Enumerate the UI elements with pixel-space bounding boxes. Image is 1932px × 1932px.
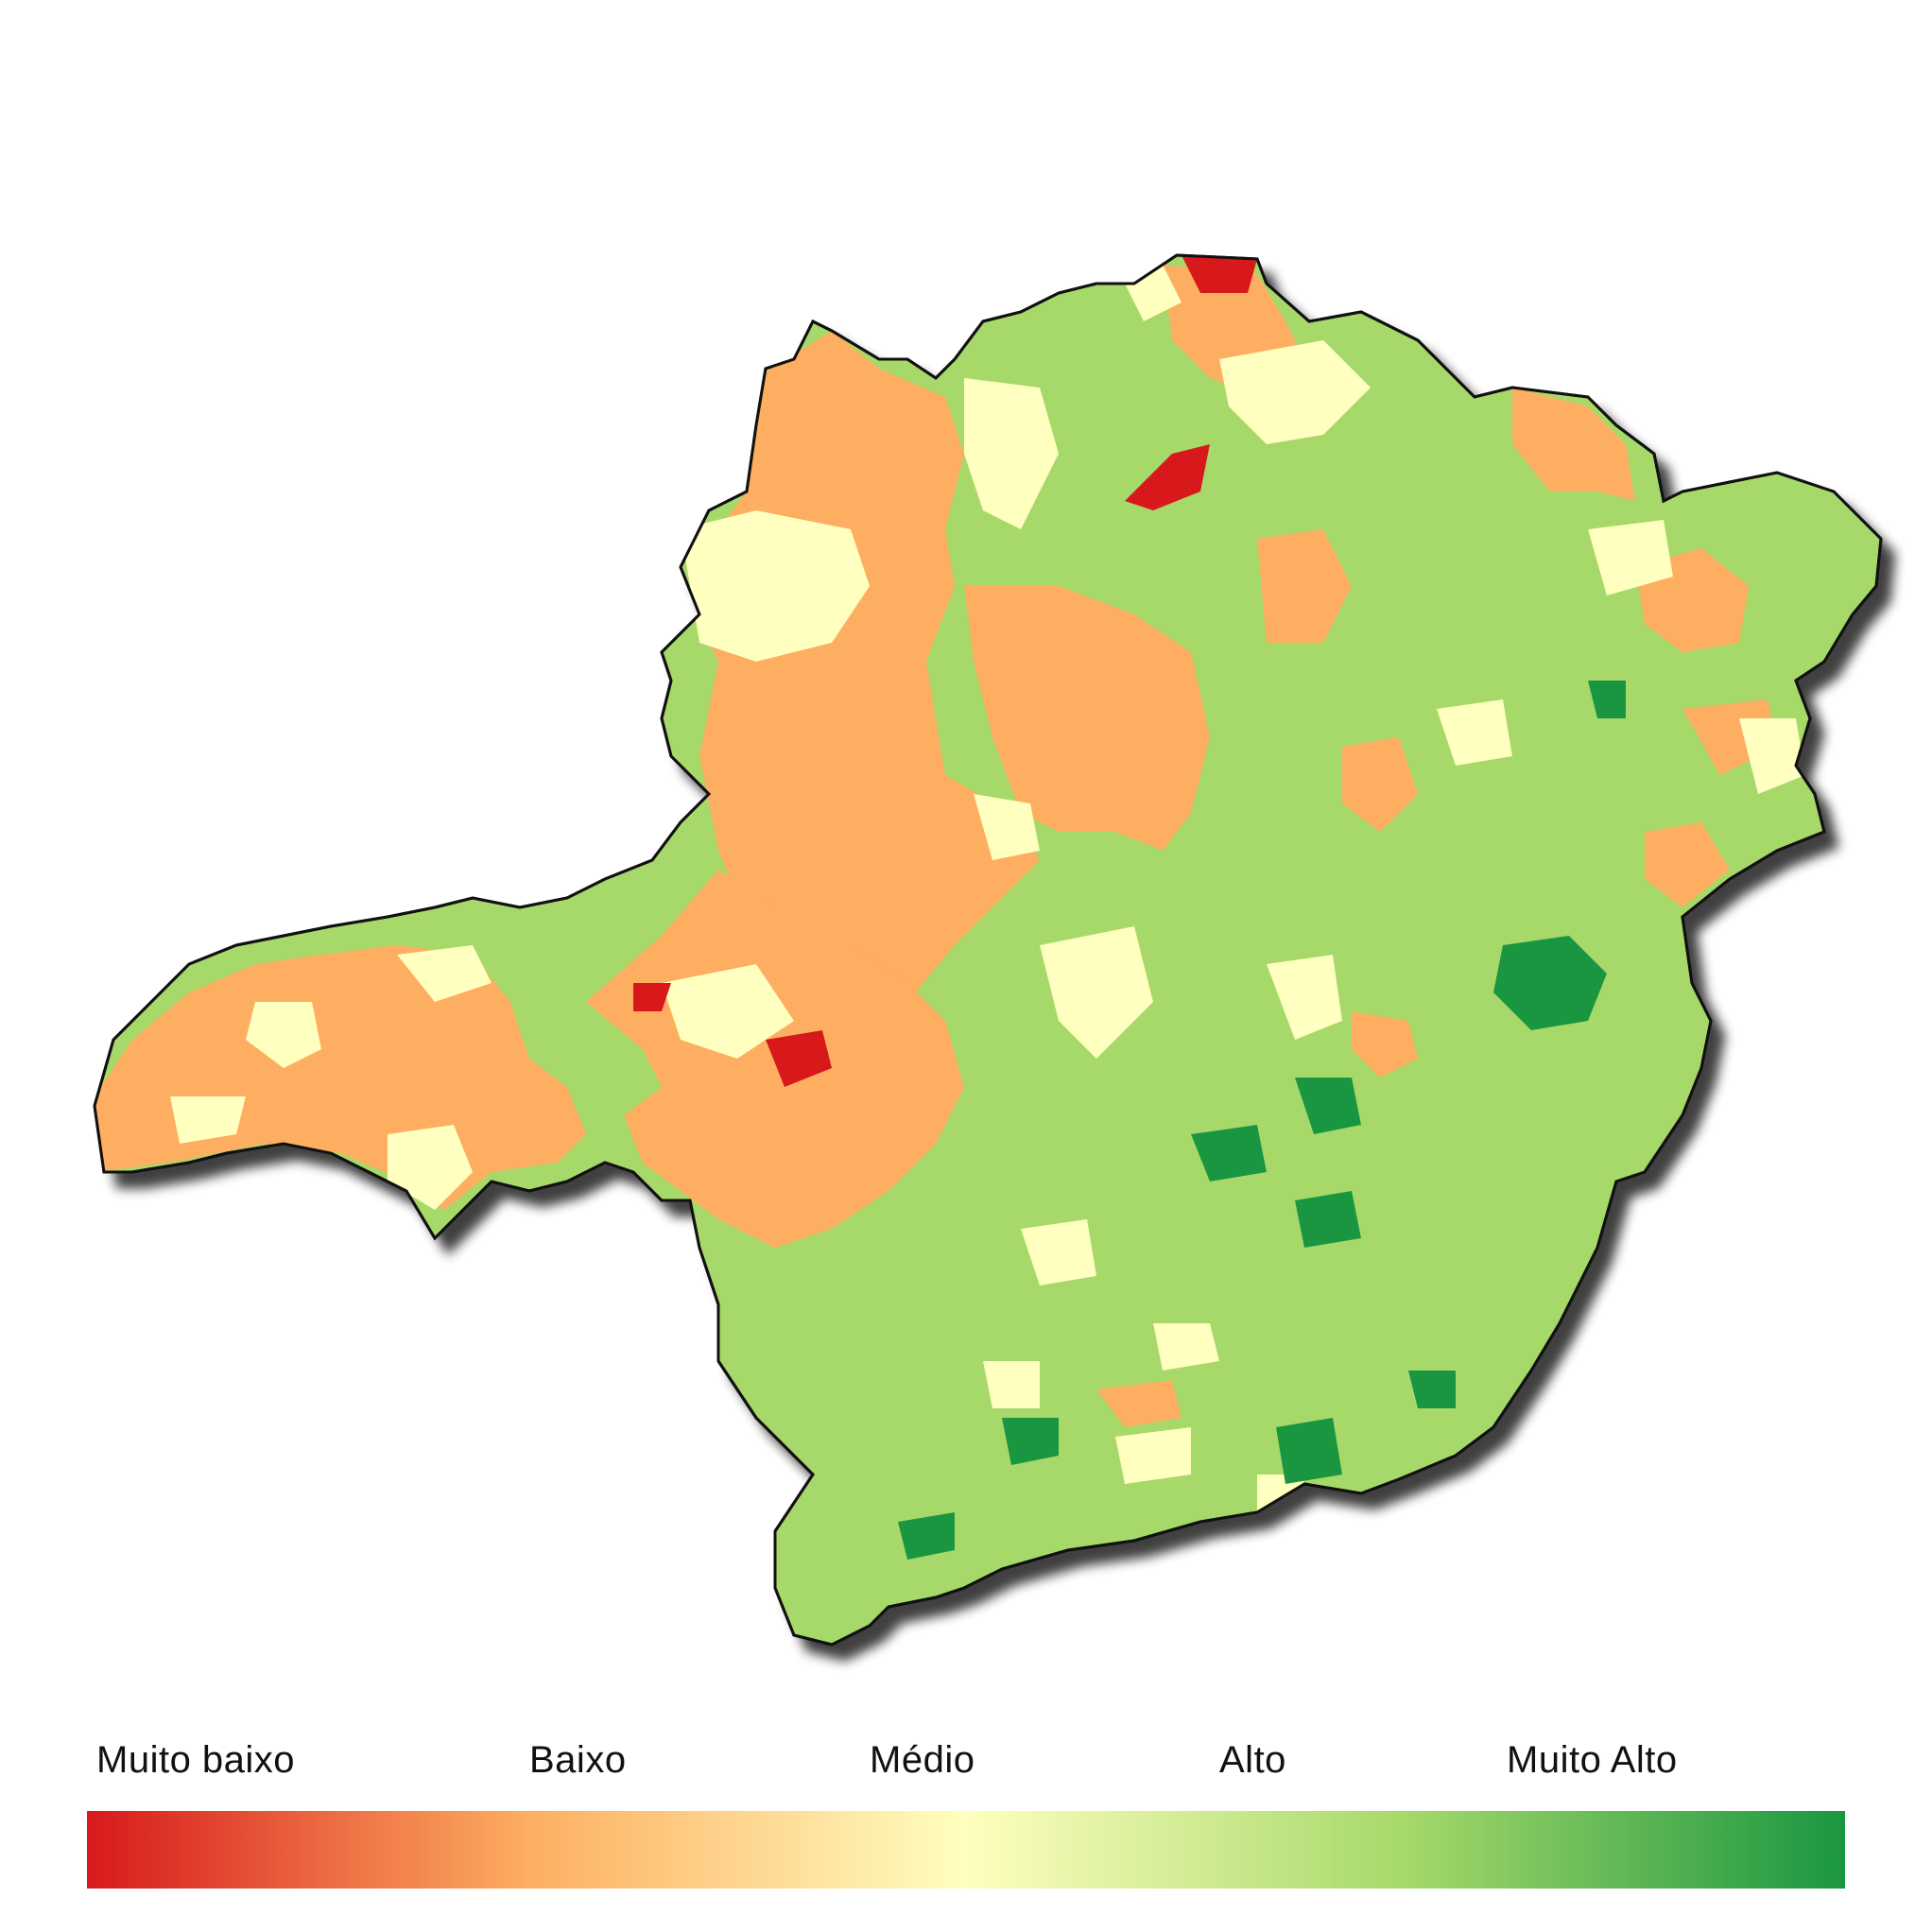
region-medium-north-2	[1219, 340, 1371, 444]
region-very-low-triangulo-2	[633, 983, 671, 1011]
region-very-high-south-3	[1276, 1418, 1342, 1484]
legend-label-high: Alto	[1219, 1739, 1286, 1781]
region-medium-center-1	[662, 964, 794, 1059]
region-medium-east-3	[1739, 718, 1805, 794]
region-low-northwest	[690, 331, 1040, 1021]
region-very-low-north-2	[1125, 444, 1210, 510]
region-very-high-east	[1493, 936, 1607, 1030]
region-low-south	[1096, 1380, 1182, 1427]
region-medium-center-2	[1040, 926, 1153, 1059]
legend-label-very-low: Muito baixo	[96, 1739, 296, 1781]
region-medium-east-2	[1437, 699, 1512, 766]
region-very-high-center-1	[1295, 1078, 1361, 1134]
region-medium-south-3	[983, 1361, 1040, 1408]
region-low-north-east	[1512, 388, 1635, 501]
region-very-low-north	[1182, 255, 1257, 293]
region-very-high-south-2	[898, 1512, 955, 1560]
region-very-high-center-2	[1191, 1125, 1267, 1182]
region-low-east-3	[1645, 822, 1730, 907]
region-low-center	[964, 586, 1210, 851]
region-low-center-2	[1257, 529, 1352, 643]
region-medium-triangulo-2	[388, 1125, 473, 1210]
region-very-high-south-1	[1002, 1418, 1059, 1465]
region-very-high-south-4	[1408, 1371, 1456, 1408]
region-medium-triangulo-1	[246, 1002, 321, 1068]
region-medium-east-1	[1588, 520, 1673, 595]
region-medium-center-3	[974, 794, 1040, 860]
municipality-fills	[95, 255, 1805, 1560]
legend-gradient-bar	[87, 1811, 1845, 1889]
region-very-high-center-3	[1295, 1191, 1361, 1248]
region-medium-south-1	[1021, 1219, 1096, 1285]
region-low-triangulo	[95, 945, 586, 1210]
region-medium-triangulo-4	[397, 945, 492, 1002]
legend-labels: Muito baixo Baixo Médio Alto Muito Alto	[87, 1739, 1845, 1792]
region-low-center-3	[1342, 737, 1418, 832]
legend-label-medium: Médio	[870, 1739, 975, 1781]
region-very-high-northeast	[1588, 681, 1626, 718]
region-medium-south-2	[1153, 1323, 1219, 1371]
legend-label-very-high: Muito Alto	[1507, 1739, 1678, 1781]
region-medium-northwest	[681, 510, 870, 662]
legend-label-low: Baixo	[529, 1739, 627, 1781]
region-medium-triangulo-3	[170, 1096, 246, 1144]
region-medium-center-4	[1267, 955, 1342, 1040]
region-medium-north	[964, 378, 1059, 529]
region-very-low-triangulo	[766, 1030, 832, 1087]
region-low-mid-east	[1352, 1011, 1418, 1078]
region-medium-south-4	[1115, 1427, 1191, 1484]
